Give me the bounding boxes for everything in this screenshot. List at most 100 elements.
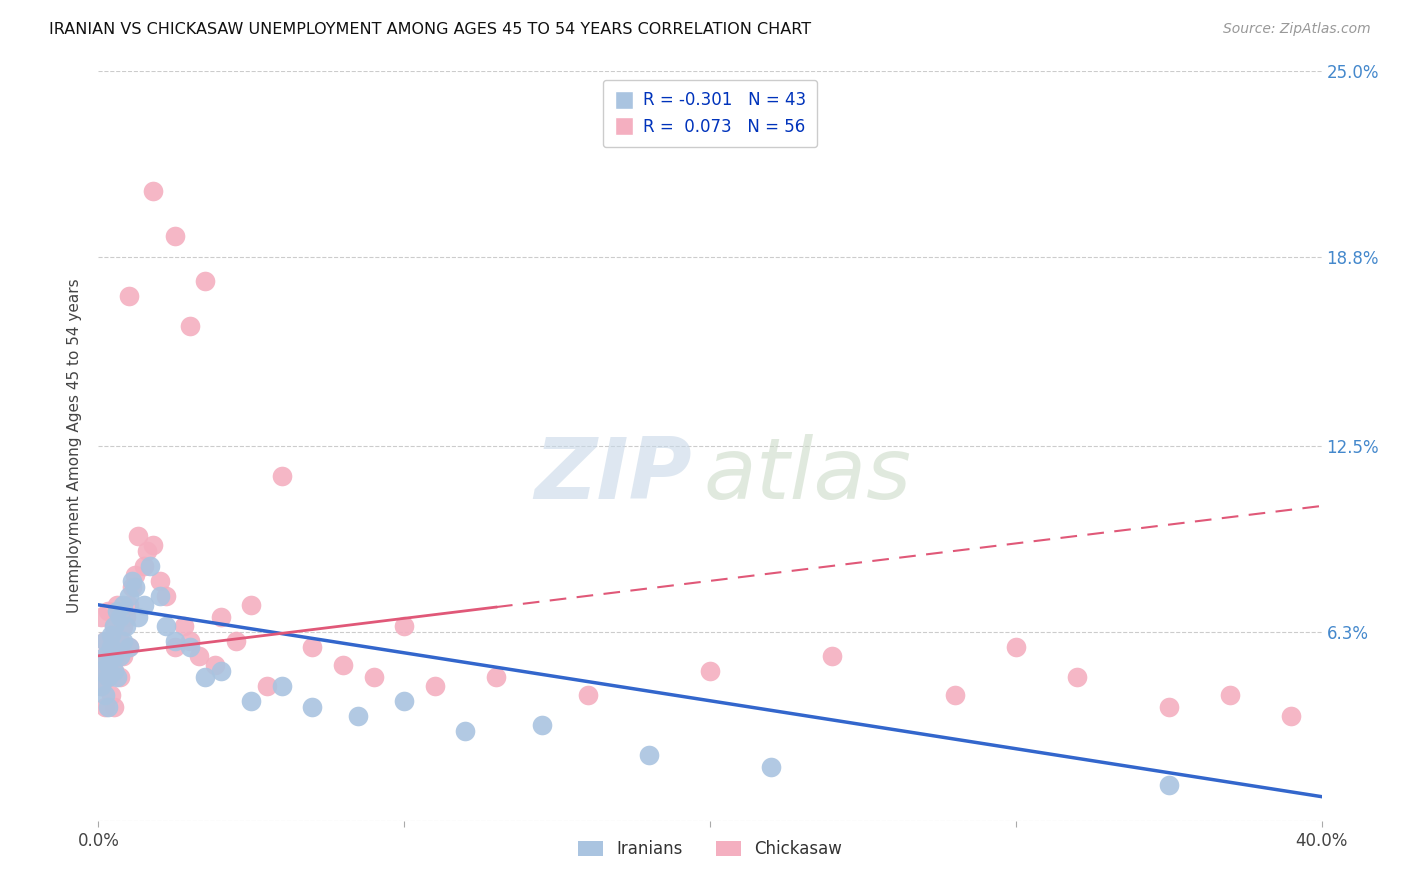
Point (127, 529, 149, 543)
Point (142, 184, 165, 198)
Point (97, 670, 120, 684)
Point (163, 229, 186, 244)
Point (108, 610, 131, 624)
Text: Source: ZipAtlas.com: Source: ZipAtlas.com (1223, 22, 1371, 37)
Point (392, 694, 416, 708)
Point (103, 619, 125, 633)
Point (1219, 688, 1241, 702)
Point (163, 633, 186, 648)
Point (93, 633, 115, 648)
Point (127, 610, 149, 624)
Point (100, 640, 122, 654)
Point (124, 580, 146, 594)
Point (134, 558, 156, 573)
Point (194, 670, 217, 684)
Legend: Iranians, Chickasaw: Iranians, Chickasaw (571, 833, 849, 864)
Point (103, 664, 125, 678)
Point (759, 760, 782, 774)
Point (118, 640, 141, 654)
Point (204, 657, 226, 672)
Point (111, 633, 134, 648)
Point (173, 619, 195, 633)
Point (90, 679, 112, 693)
Point (108, 670, 131, 684)
Point (576, 688, 599, 702)
Point (90, 664, 112, 678)
Point (118, 598, 141, 612)
Point (821, 648, 844, 663)
Point (90, 664, 112, 678)
Point (115, 619, 138, 633)
Point (115, 610, 138, 624)
Point (111, 619, 134, 633)
Point (155, 619, 177, 633)
Point (111, 598, 134, 612)
Point (454, 723, 477, 738)
Point (301, 640, 323, 654)
Point (139, 558, 162, 573)
Point (225, 633, 247, 648)
Point (423, 679, 446, 693)
Point (105, 598, 128, 612)
Point (149, 589, 172, 603)
Point (97, 699, 120, 714)
Point (301, 699, 323, 714)
Point (270, 469, 292, 483)
Point (93, 688, 115, 702)
Text: atlas: atlas (704, 434, 912, 517)
Point (93, 648, 115, 663)
Point (103, 619, 125, 633)
Point (111, 648, 134, 663)
Point (240, 694, 263, 708)
Point (121, 580, 143, 594)
Point (637, 747, 661, 762)
Point (1066, 670, 1088, 684)
Point (100, 640, 122, 654)
Point (179, 633, 201, 648)
Point (188, 648, 211, 663)
Point (530, 717, 553, 731)
Point (121, 574, 143, 588)
Point (118, 289, 141, 303)
Point (105, 604, 128, 618)
Point (105, 670, 128, 684)
Point (136, 544, 159, 558)
Point (270, 679, 292, 693)
Point (699, 664, 721, 678)
Point (124, 567, 146, 582)
Point (209, 610, 232, 624)
Point (100, 628, 122, 642)
Point (1279, 708, 1302, 723)
Point (347, 708, 370, 723)
Point (392, 619, 416, 633)
Point (90, 679, 112, 693)
Point (118, 640, 141, 654)
Point (97, 604, 120, 618)
Point (134, 598, 156, 612)
Point (1004, 640, 1026, 654)
Point (93, 633, 115, 648)
Point (108, 633, 131, 648)
Point (97, 670, 120, 684)
Point (97, 648, 120, 663)
Point (163, 640, 186, 654)
Point (1157, 778, 1180, 792)
Point (105, 648, 128, 663)
Point (155, 589, 177, 603)
Point (97, 657, 120, 672)
Text: IRANIAN VS CHICKASAW UNEMPLOYMENT AMONG AGES 45 TO 54 YEARS CORRELATION CHART: IRANIAN VS CHICKASAW UNEMPLOYMENT AMONG … (49, 22, 811, 37)
Point (90, 610, 112, 624)
Point (149, 574, 172, 588)
Y-axis label: Unemployment Among Ages 45 to 54 years: Unemployment Among Ages 45 to 54 years (67, 278, 83, 614)
Point (332, 657, 354, 672)
Point (142, 538, 165, 552)
Point (93, 699, 115, 714)
Point (943, 688, 966, 702)
Point (108, 648, 131, 663)
Point (179, 319, 201, 334)
Point (363, 670, 385, 684)
Point (256, 679, 278, 693)
Point (240, 598, 263, 612)
Point (485, 670, 508, 684)
Point (179, 640, 201, 654)
